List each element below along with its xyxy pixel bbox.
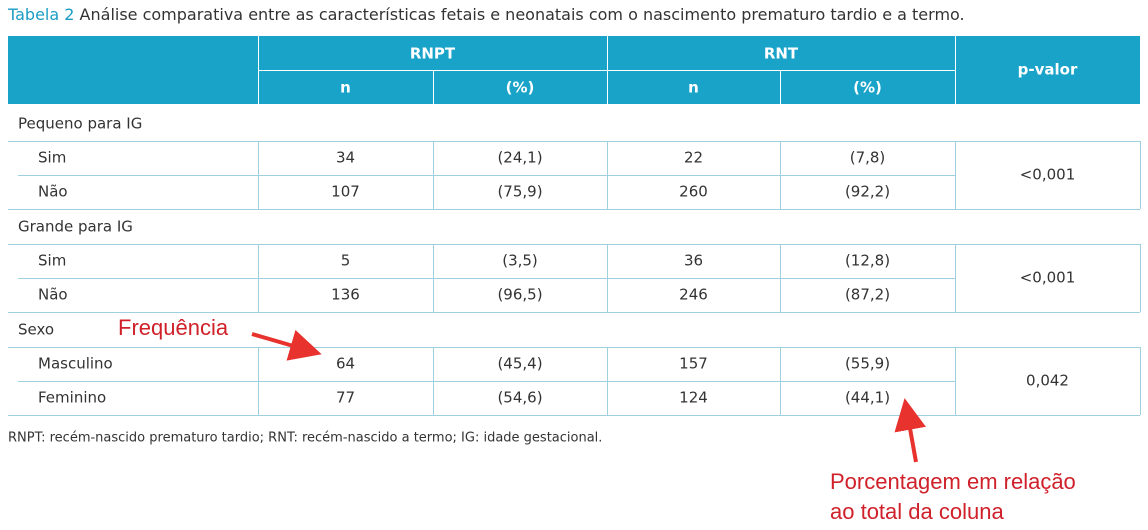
col-line: [258, 244, 259, 312]
col-line: [433, 244, 434, 312]
row-line: [8, 415, 955, 416]
p-value: <0,001: [1019, 268, 1076, 287]
p-header: p-valor: [1017, 60, 1078, 79]
title: Tabela 2 Análise comparativa entre as ca…: [8, 7, 965, 23]
col-line: [780, 347, 781, 415]
cell: (44,1): [844, 388, 891, 407]
cell: 36: [683, 251, 704, 270]
row-line: [8, 347, 1140, 348]
title-label: Tabela 2: [8, 5, 75, 24]
cell: (12,8): [844, 251, 891, 270]
group-header: RNPT: [409, 44, 456, 63]
cell: (55,9): [844, 354, 891, 373]
col-line: [780, 244, 781, 312]
row-line: [18, 381, 955, 382]
header-divider: [258, 70, 955, 71]
cell: (87,2): [844, 285, 891, 304]
cell: 157: [679, 354, 708, 373]
sub-header: n: [688, 78, 699, 97]
cell: 136: [331, 285, 360, 304]
p-value: 0,042: [1026, 371, 1069, 390]
col-line: [955, 141, 956, 209]
row-label: Não: [38, 182, 68, 201]
p-value: <0,001: [1019, 165, 1076, 184]
row-line: [18, 278, 955, 279]
header-divider: [955, 36, 956, 104]
header-divider: [433, 70, 434, 104]
sub-header: (%): [853, 78, 882, 97]
section-label: Grande para IG: [18, 217, 133, 236]
row-line: [8, 141, 1140, 142]
row-line: [18, 175, 955, 176]
row-label: Sim: [38, 148, 67, 167]
row-line: [8, 312, 955, 313]
col-line: [607, 347, 608, 415]
row-line: [8, 209, 955, 210]
col-line: [607, 244, 608, 312]
cell: (54,6): [497, 388, 543, 407]
col-line: [607, 141, 608, 209]
cell: (24,1): [497, 148, 543, 167]
cell: 246: [679, 285, 708, 304]
col-line: [433, 141, 434, 209]
cell: 77: [335, 388, 356, 407]
cell: (3,5): [502, 251, 538, 270]
col-line: [1140, 244, 1141, 312]
col-line: [1140, 141, 1141, 209]
annotation: ao total da coluna: [830, 499, 1004, 524]
sub-header: n: [340, 78, 351, 97]
col-line: [258, 141, 259, 209]
row-line: [955, 312, 1140, 313]
row-line: [8, 244, 1140, 245]
cell: 5: [340, 251, 351, 270]
row-line: [955, 209, 1140, 210]
annotation: Frequência: [118, 315, 229, 340]
cell: 260: [679, 182, 708, 201]
cell: 22: [683, 148, 704, 167]
sub-header: (%): [505, 78, 535, 97]
row-label: Masculino: [38, 354, 113, 373]
group-header: RNT: [763, 44, 799, 63]
section-label: Pequeno para IG: [18, 114, 143, 133]
row-label: Não: [38, 285, 68, 304]
col-line: [955, 347, 956, 415]
col-line: [1140, 347, 1141, 415]
row-line: [955, 415, 1140, 416]
cell: (7,8): [849, 148, 886, 167]
cell: (75,9): [497, 182, 543, 201]
section-label: Sexo: [18, 320, 55, 339]
header-divider: [780, 70, 781, 104]
col-line: [955, 244, 956, 312]
cell: 64: [335, 354, 356, 373]
cell: (96,5): [497, 285, 543, 304]
row-label: Sim: [38, 251, 67, 270]
cell: 34: [335, 148, 356, 167]
col-line: [780, 141, 781, 209]
col-line: [433, 347, 434, 415]
cell: 107: [331, 182, 360, 201]
footnote: RNPT: recém-nascido prematuro tardio; RN…: [8, 430, 603, 446]
cell: 124: [679, 388, 708, 407]
row-label: Feminino: [38, 388, 107, 407]
cell: (45,4): [497, 354, 543, 373]
annotation: Porcentagem em relação: [830, 469, 1076, 494]
title-text: Análise comparativa entre as característ…: [79, 5, 965, 24]
arrow: [251, 329, 322, 361]
col-line: [258, 347, 259, 415]
cell: (92,2): [844, 182, 891, 201]
